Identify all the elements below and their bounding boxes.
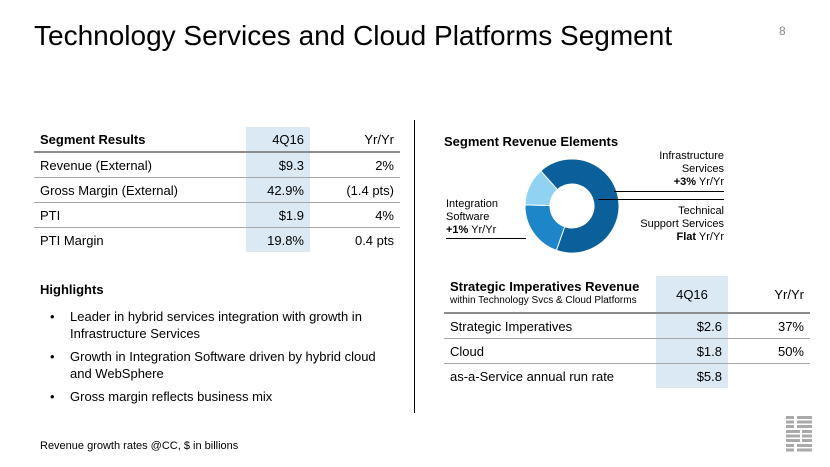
highlights-list: Leader in hybrid services integration wi…: [40, 308, 400, 411]
footnote: Revenue growth rates @CC, $ in billions: [40, 440, 239, 452]
leader-line: [614, 191, 724, 192]
growth-value: +3%: [673, 176, 697, 188]
page-number: 8: [779, 24, 786, 38]
donut-slice-technical-support-services: [524, 204, 566, 251]
label-line: Infrastructure: [659, 150, 724, 162]
growth-value: +1%: [446, 224, 469, 236]
header-cell: Segment Results: [34, 127, 246, 153]
row-label: PTI Margin: [40, 232, 104, 248]
table-row: PTI Margin 19.8% 0.4 pts: [34, 227, 400, 252]
row-value: $1.9: [246, 202, 310, 228]
row-value: $5.8: [656, 363, 728, 388]
table-row: Gross Margin (External) 42.9% (1.4 pts): [34, 177, 400, 203]
row-value: $2.6: [656, 313, 728, 339]
ibm-logo: [786, 416, 812, 452]
label-line: Technical: [678, 205, 724, 217]
row-value: 19.8%: [246, 227, 310, 252]
header-cell: 4Q16: [656, 276, 728, 314]
row-label: Cloud: [444, 338, 656, 364]
list-item: Gross margin reflects business mix: [40, 388, 400, 405]
strategic-imperatives-table: Strategic Imperatives Revenue within Tec…: [444, 276, 810, 388]
row-label: as-a-Service annual run rate: [450, 368, 615, 384]
table-header-row: Segment Results 4Q16 Yr/Yr: [34, 127, 400, 153]
leader-line: [598, 199, 724, 200]
row-change: 0.4 pts: [354, 232, 394, 248]
label-line: Software: [446, 211, 490, 223]
row-change: [728, 364, 810, 389]
donut-slice-integration-software: [524, 170, 559, 206]
label-line: Support Services: [640, 218, 724, 230]
list-item: Growth in Integration Software driven by…: [40, 348, 400, 382]
leader-line: [446, 238, 526, 239]
row-value: $1.8: [656, 338, 728, 364]
table-title: Strategic Imperatives Revenue: [450, 279, 640, 294]
segment-donut-chart: [524, 158, 620, 254]
label-integration-software: Integration Software +1% Yr/Yr: [446, 198, 526, 237]
row-change: 37%: [728, 313, 810, 339]
row-label: Strategic Imperatives: [444, 313, 656, 339]
chart-title: Segment Revenue Elements: [444, 134, 619, 149]
row-label: Revenue (External): [34, 152, 246, 178]
table-row: PTI $1.9 4%: [34, 202, 400, 228]
label-technical-support-services: Technical Support Services Flat Yr/Yr: [614, 205, 724, 244]
row-change: (1.4 pts): [310, 177, 400, 203]
table-row: as-a-Service annual run rate $5.8: [444, 363, 810, 389]
label-growth: +3% Yr/Yr: [614, 176, 724, 189]
row-change: 2%: [310, 152, 400, 178]
segment-results-table: Segment Results 4Q16 Yr/Yr Revenue (Exte…: [34, 127, 400, 252]
donut-slice-infrastructure-services: [539, 158, 620, 254]
vertical-divider: [414, 120, 415, 413]
list-item: Leader in hybrid services integration wi…: [40, 308, 400, 342]
growth-suffix: Yr/Yr: [468, 224, 497, 236]
page-title: Technology Services and Cloud Platforms …: [34, 20, 673, 51]
label-growth: Flat Yr/Yr: [614, 231, 724, 244]
table-row: Revenue (External) $9.3 2%: [34, 152, 400, 178]
header-cell: Yr/Yr: [310, 127, 400, 153]
table-row: Strategic Imperatives $2.6 37%: [444, 313, 810, 339]
row-change: 50%: [728, 338, 810, 364]
table-row: Cloud $1.8 50%: [444, 338, 810, 364]
row-label: Gross Margin (External): [34, 177, 246, 203]
label-line: Integration: [446, 198, 498, 210]
label-growth: +1% Yr/Yr: [446, 224, 526, 237]
table-subtitle: within Technology Svcs & Cloud Platforms: [450, 295, 637, 306]
growth-suffix: Yr/Yr: [696, 176, 724, 188]
header-cell: Strategic Imperatives Revenue within Tec…: [444, 276, 656, 314]
row-value: 42.9%: [246, 177, 310, 203]
header-cell: 4Q16: [246, 127, 310, 153]
row-change: 4%: [310, 202, 400, 228]
label-line: Services: [681, 163, 724, 175]
row-label: PTI: [34, 202, 246, 228]
header-cell: Yr/Yr: [728, 276, 810, 314]
row-value: $9.3: [246, 152, 310, 178]
table-header-row: Strategic Imperatives Revenue within Tec…: [444, 276, 810, 314]
growth-value: Flat: [676, 231, 697, 243]
highlights-title: Highlights: [40, 282, 104, 297]
growth-suffix: Yr/Yr: [696, 231, 724, 243]
label-infrastructure-services: Infrastructure Services +3% Yr/Yr: [614, 150, 724, 189]
